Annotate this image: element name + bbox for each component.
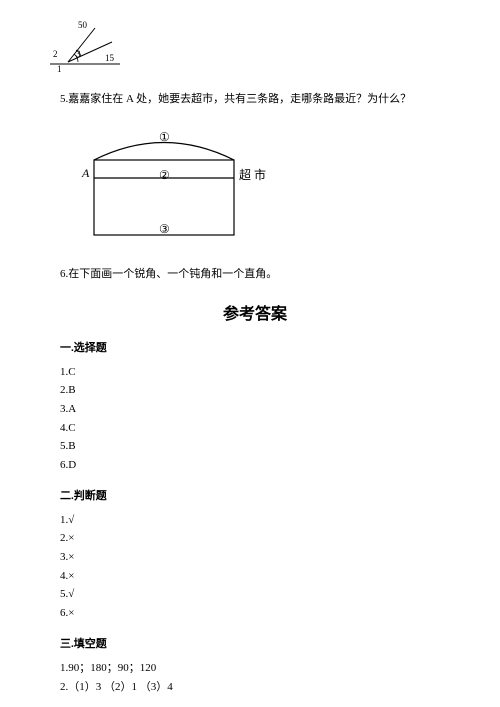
label-50: 50: [78, 20, 87, 30]
angle-figure: 50 15 1 2 3: [50, 20, 130, 70]
label-path-2: ②: [159, 168, 170, 183]
label-1: 1: [57, 64, 62, 74]
question-5: 5.嘉嘉家住在 A 处，她要去超市，共有三条路，走哪条路最近？为什么？: [60, 90, 450, 110]
question-6: 6.在下面画一个锐角、一个钝角和一个直角。: [60, 265, 450, 285]
answer-item: 2.（1）3 （2）1 （3）4: [60, 678, 450, 697]
section-1-answers: 1.C 2.B 3.A 4.C 5.B 6.D: [60, 363, 450, 475]
answer-item: 4.C: [60, 419, 450, 438]
label-3: 3: [76, 49, 81, 59]
answer-item: 2.B: [60, 381, 450, 400]
answer-item: 2.×: [60, 529, 450, 548]
answer-item: 1.90；180；90；120: [60, 659, 450, 678]
answer-item: 3.A: [60, 400, 450, 419]
label-path-1: ①: [159, 130, 170, 145]
answer-item: 6.×: [60, 604, 450, 623]
label-path-3: ③: [159, 222, 170, 237]
label-market: 超 市: [239, 166, 266, 183]
answer-item: 6.D: [60, 456, 450, 475]
path-figure: A 超 市 ① ② ③: [84, 130, 284, 245]
answer-item: 5.B: [60, 437, 450, 456]
label-a: A: [82, 166, 89, 181]
answer-title: 参考答案: [60, 300, 450, 324]
answer-item: 1.√: [60, 511, 450, 530]
question-5-text: 5.嘉嘉家住在 A 处，她要去超市，共有三条路，走哪条路最近？为什么？: [60, 93, 411, 105]
answer-item: 1.C: [60, 363, 450, 382]
label-15: 15: [105, 53, 114, 63]
section-1-title: 一.选择题: [60, 339, 450, 355]
label-2: 2: [53, 49, 58, 59]
section-2-answers: 1.√ 2.× 3.× 4.× 5.√ 6.×: [60, 511, 450, 623]
answer-item: 3.×: [60, 548, 450, 567]
answer-item: 4.×: [60, 567, 450, 586]
question-6-text: 6.在下面画一个锐角、一个钝角和一个直角。: [60, 268, 277, 280]
section-3-answers: 1.90；180；90；120 2.（1）3 （2）1 （3）4: [60, 659, 450, 696]
section-3-title: 三.填空题: [60, 635, 450, 651]
answer-item: 5.√: [60, 585, 450, 604]
section-2-title: 二.判断题: [60, 487, 450, 503]
